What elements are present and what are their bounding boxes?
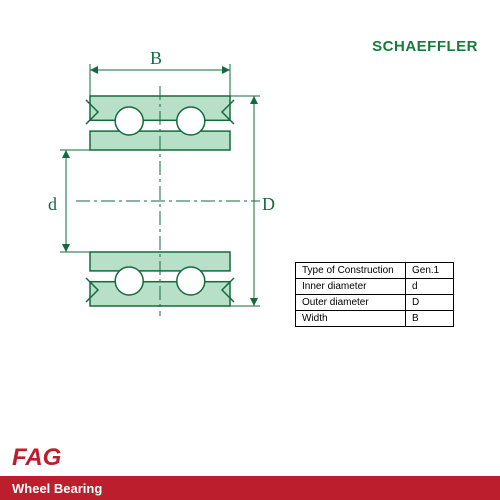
spec-value: d	[406, 279, 454, 295]
dim-label-B: B	[150, 48, 162, 69]
brand-schaeffler: SCHAEFFLER	[372, 38, 478, 55]
dim-label-D: D	[262, 194, 275, 215]
bearing-diagram: B d D	[40, 40, 280, 335]
spec-value: D	[406, 295, 454, 311]
spec-table: Type of ConstructionGen.1Inner diameterd…	[295, 262, 454, 327]
table-row: WidthB	[296, 311, 454, 327]
dim-label-d: d	[48, 194, 57, 215]
spec-label: Type of Construction	[296, 263, 406, 279]
footer-bar: Wheel Bearing	[0, 476, 500, 500]
table-row: Type of ConstructionGen.1	[296, 263, 454, 279]
brand-fag: FAG	[12, 444, 61, 472]
table-row: Inner diameterd	[296, 279, 454, 295]
spec-table-body: Type of ConstructionGen.1Inner diameterd…	[296, 263, 454, 327]
spec-value: Gen.1	[406, 263, 454, 279]
footer-text: Wheel Bearing	[12, 481, 102, 496]
spec-label: Width	[296, 311, 406, 327]
spec-label: Outer diameter	[296, 295, 406, 311]
bearing-svg	[40, 40, 280, 330]
spec-value: B	[406, 311, 454, 327]
spec-label: Inner diameter	[296, 279, 406, 295]
page-canvas: SCHAEFFLER B d D Type of ConstructionGen…	[0, 0, 500, 500]
table-row: Outer diameterD	[296, 295, 454, 311]
